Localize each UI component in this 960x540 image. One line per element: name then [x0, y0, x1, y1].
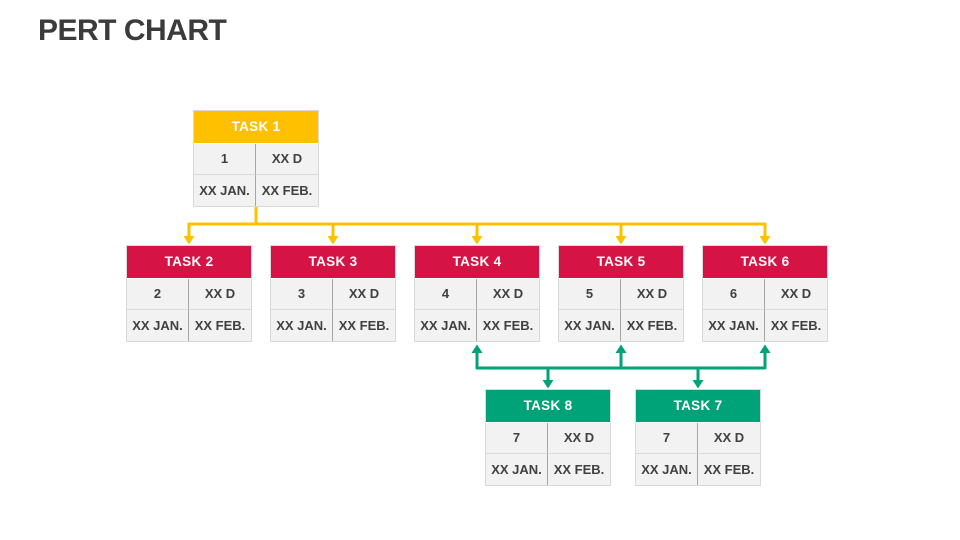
arrow-down-icon: [615, 236, 627, 245]
task-card-task5: TASK 5 5 XX D XX JAN. XX FEB.: [558, 245, 684, 342]
task-title: TASK 1: [194, 111, 318, 144]
task-card-task8: TASK 8 7 XX D XX JAN. XX FEB.: [485, 389, 611, 486]
task-title: TASK 5: [559, 246, 683, 279]
task-end: XX FEB.: [698, 454, 760, 485]
task-end: XX FEB.: [189, 310, 251, 341]
task-table: 5 XX D XX JAN. XX FEB.: [559, 279, 683, 341]
task-card-task2: TASK 2 2 XX D XX JAN. XX FEB.: [126, 245, 252, 342]
task-end: XX FEB.: [256, 175, 318, 206]
task-duration: XX D: [765, 279, 827, 310]
task-number: 6: [703, 279, 765, 310]
arrow-up-icon: [615, 344, 627, 353]
task-start: XX JAN.: [636, 454, 698, 485]
task-duration: XX D: [333, 279, 395, 310]
arrow-down-icon: [542, 380, 554, 389]
task-duration: XX D: [256, 144, 318, 175]
task-start: XX JAN.: [127, 310, 189, 341]
task-table: 2 XX D XX JAN. XX FEB.: [127, 279, 251, 341]
task-duration: XX D: [189, 279, 251, 310]
task-duration: XX D: [477, 279, 539, 310]
task-end: XX FEB.: [548, 454, 610, 485]
connector-task1-to-row2: [183, 207, 771, 245]
task-number: 3: [271, 279, 333, 310]
task-title: TASK 3: [271, 246, 395, 279]
yellow-connector-lines: [187, 207, 767, 237]
task-title: TASK 4: [415, 246, 539, 279]
task-start: XX JAN.: [486, 454, 548, 485]
task-end: XX FEB.: [333, 310, 395, 341]
connector-row2-to-row3: [471, 344, 771, 389]
task-number: 7: [636, 423, 698, 454]
task-card-task7: TASK 7 7 XX D XX JAN. XX FEB.: [635, 389, 761, 486]
task-table: 1 XX D XX JAN. XX FEB.: [194, 144, 318, 206]
task-table: 6 XX D XX JAN. XX FEB.: [703, 279, 827, 341]
task-start: XX JAN.: [415, 310, 477, 341]
task-duration: XX D: [548, 423, 610, 454]
task-duration: XX D: [698, 423, 760, 454]
task-table: 3 XX D XX JAN. XX FEB.: [271, 279, 395, 341]
arrow-down-icon: [327, 236, 339, 245]
task-card-task1: TASK 1 1 XX D XX JAN. XX FEB.: [193, 110, 319, 207]
task-start: XX JAN.: [703, 310, 765, 341]
task-title: TASK 8: [486, 390, 610, 423]
task-title: TASK 2: [127, 246, 251, 279]
green-connector-lines: [475, 353, 767, 381]
arrow-down-icon: [471, 236, 483, 245]
task-card-task6: TASK 6 6 XX D XX JAN. XX FEB.: [702, 245, 828, 342]
task-table: 7 XX D XX JAN. XX FEB.: [486, 423, 610, 485]
task-end: XX FEB.: [765, 310, 827, 341]
page-title: PERT CHART: [38, 14, 227, 47]
task-duration: XX D: [621, 279, 683, 310]
arrow-up-icon: [471, 344, 483, 353]
arrow-up-icon: [759, 344, 771, 353]
task-number: 1: [194, 144, 256, 175]
task-end: XX FEB.: [477, 310, 539, 341]
task-number: 4: [415, 279, 477, 310]
task-table: 4 XX D XX JAN. XX FEB.: [415, 279, 539, 341]
task-title: TASK 6: [703, 246, 827, 279]
task-number: 7: [486, 423, 548, 454]
task-title: TASK 7: [636, 390, 760, 423]
arrow-down-icon: [692, 380, 704, 389]
task-start: XX JAN.: [194, 175, 256, 206]
task-number: 2: [127, 279, 189, 310]
task-start: XX JAN.: [559, 310, 621, 341]
task-table: 7 XX D XX JAN. XX FEB.: [636, 423, 760, 485]
task-number: 5: [559, 279, 621, 310]
task-end: XX FEB.: [621, 310, 683, 341]
arrow-down-icon: [183, 236, 195, 245]
task-card-task4: TASK 4 4 XX D XX JAN. XX FEB.: [414, 245, 540, 342]
task-start: XX JAN.: [271, 310, 333, 341]
arrow-down-icon: [759, 236, 771, 245]
task-card-task3: TASK 3 3 XX D XX JAN. XX FEB.: [270, 245, 396, 342]
